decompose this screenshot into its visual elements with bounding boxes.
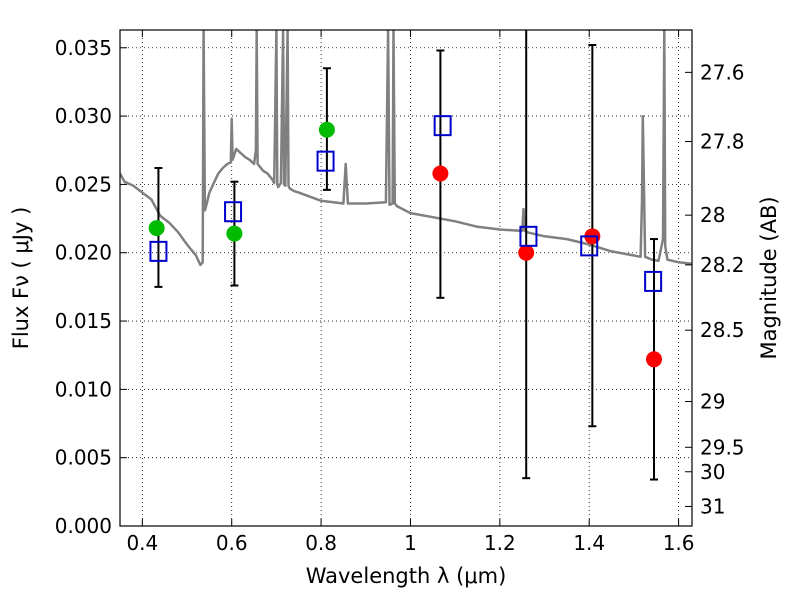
mag-tick-label: 31: [700, 494, 725, 518]
x-tick-label: 1.6: [663, 531, 695, 555]
y-tick-label: 0.030: [55, 104, 112, 128]
data-point: [518, 244, 535, 261]
data-point: [318, 121, 335, 138]
y-tick-label: 0.000: [55, 514, 112, 538]
model-point: [149, 240, 168, 262]
model-point: [433, 115, 452, 137]
x-tick-label: 0.8: [305, 531, 337, 555]
mag-tick-label: 29: [700, 390, 725, 414]
spectrum-line: [120, 30, 692, 267]
model-point: [519, 225, 538, 247]
plot-background: [120, 30, 692, 526]
mag-tick-label: 27.6: [700, 60, 745, 84]
y-tick-label: 0.015: [55, 309, 112, 333]
model-point: [224, 201, 243, 223]
mag-tick-label: 27.8: [700, 129, 745, 153]
data-point: [148, 220, 165, 237]
model-point: [644, 270, 663, 292]
plot-area: [120, 30, 692, 267]
y-axis-title: Flux Fν ( μJy ): [9, 207, 33, 350]
data-point: [432, 165, 449, 182]
data-point: [646, 351, 663, 368]
x-tick-label: 0.6: [216, 531, 248, 555]
mag-tick-label: 29.5: [700, 435, 745, 459]
mag-tick-label: 30: [700, 460, 725, 484]
y-tick-label: 0.010: [55, 377, 112, 401]
y-tick-label: 0.020: [55, 241, 112, 265]
model-point: [580, 235, 599, 257]
model-point: [316, 150, 335, 172]
x-tick-label: 0.4: [126, 531, 158, 555]
x-tick-label: 1.4: [573, 531, 605, 555]
x-tick-label: 1.2: [484, 531, 516, 555]
axis-ticks: 0.4 0.6 0.8 1 1.2 1.4 1.6 0.000 0.005 0.010 0.015 0…: [55, 30, 745, 555]
x-axis-title: Wavelength λ (μm): [306, 564, 507, 588]
y2-axis-title: Magnitude (AB): [757, 196, 781, 359]
y-tick-label: 0.005: [55, 446, 112, 470]
markers: [148, 115, 663, 368]
y-tick-label: 0.035: [55, 36, 112, 60]
plot-frame: [119, 29, 693, 527]
mag-tick-label: 28: [700, 203, 725, 227]
mag-tick-label: 28.5: [700, 318, 745, 342]
data-point: [226, 225, 243, 242]
y-tick-label: 0.025: [55, 172, 112, 196]
x-tick-label: 1: [404, 531, 417, 555]
mag-tick-label: 28.2: [700, 253, 745, 277]
